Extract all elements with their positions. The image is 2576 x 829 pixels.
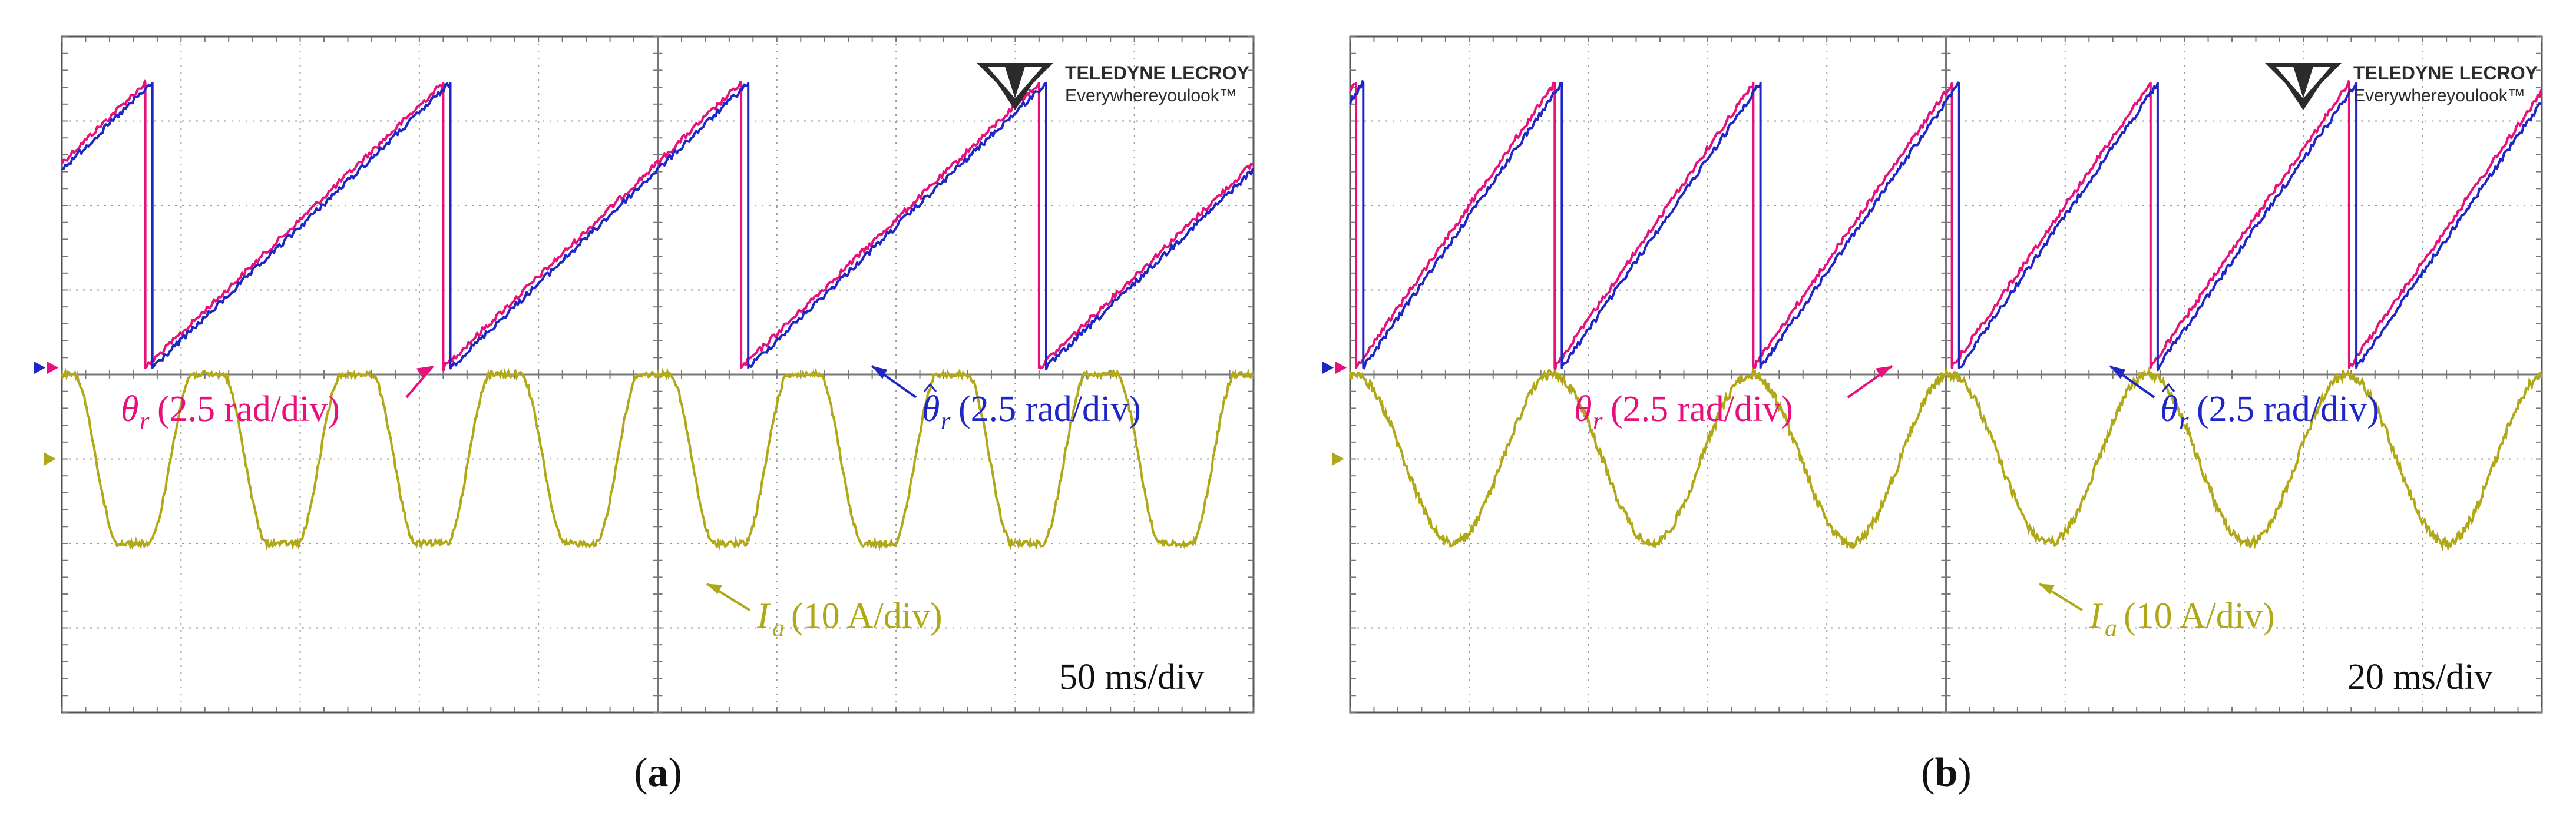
caption-close: ) xyxy=(669,750,682,795)
ia-subscript: a xyxy=(772,615,785,642)
logo-mark-highlight xyxy=(1015,67,1043,98)
ia-symbol: I xyxy=(2089,596,2104,636)
theta-hat-r-label: θ r (2.5 rad/div) xyxy=(2109,365,2379,435)
channel-marker-angle xyxy=(34,361,45,374)
theta-r-trace xyxy=(61,79,1254,372)
theta-hat-r-label: θ r (2.5 rad/div) xyxy=(871,365,1141,435)
channel-marker-current xyxy=(1332,452,1344,466)
logo-brand: TELEDYNE LECROY xyxy=(2353,62,2538,84)
theta-r-subscript: r xyxy=(1593,408,1603,435)
ia-symbol: I xyxy=(756,596,771,636)
theta-r-label: θ r (2.5 rad/div) xyxy=(121,365,434,435)
ia-trace xyxy=(1349,366,2542,552)
ia-scale: (10 A/div) xyxy=(2124,596,2275,636)
theta-hat-r-symbol: θ xyxy=(2160,389,2178,429)
theta-hat-r-subscript: r xyxy=(2179,408,2189,435)
caption-letter: b xyxy=(1935,750,1958,795)
time-base-label: 50 ms/div xyxy=(1059,657,1204,697)
panel-caption: (b) xyxy=(1921,750,1972,795)
theta-r-scale: (2.5 rad/div) xyxy=(157,389,340,429)
theta-hat-r-subscript: r xyxy=(941,408,951,435)
theta-r-arrow xyxy=(405,365,434,399)
hat-accent xyxy=(923,383,937,392)
ia-arrowhead xyxy=(2039,583,2055,595)
theta-r-subscript: r xyxy=(140,408,150,435)
theta-r-symbol: θ xyxy=(121,389,138,429)
channel-marker-angle xyxy=(47,361,58,374)
channel-marker-angle xyxy=(1322,361,1334,374)
theta-hat-r-arrowhead xyxy=(2110,366,2125,379)
theta-hat-r-arrowhead xyxy=(872,366,887,379)
teledyne-lecroy-logo: TELEDYNE LECROY Everywhereyoulook™ xyxy=(2265,62,2538,110)
logo-brand: TELEDYNE LECROY xyxy=(1065,62,1249,84)
logo-mark-highlight xyxy=(2303,67,2331,98)
theta-hat-r-scale: (2.5 rad/div) xyxy=(958,389,1141,429)
caption-open: ( xyxy=(634,750,647,795)
caption-open: ( xyxy=(1921,750,1935,795)
ia-scale: (10 A/div) xyxy=(791,596,943,636)
time-base-label: 20 ms/div xyxy=(2347,657,2492,697)
ia-subscript: a xyxy=(2105,615,2117,642)
theta-hat-r-trace xyxy=(61,81,1254,371)
channel-marker-current xyxy=(44,452,56,466)
theta-hat-r-trace xyxy=(1349,80,2542,372)
logo-tagline: Everywhereyoulook™ xyxy=(2353,86,2525,105)
theta-r-symbol: θ xyxy=(1574,389,1592,429)
ia-arrowhead xyxy=(707,583,722,595)
theta-r-arrowhead xyxy=(416,366,433,378)
theta-r-trace xyxy=(1349,80,2542,371)
channel-marker-angle xyxy=(1335,361,1347,374)
theta-r-scale: (2.5 rad/div) xyxy=(1611,389,1793,429)
theta-hat-r-scale: (2.5 rad/div) xyxy=(2197,389,2379,429)
caption-letter: a xyxy=(648,750,669,795)
theta-r-label: θ r (2.5 rad/div) xyxy=(1574,365,1893,435)
logo-mark-highlight xyxy=(987,67,1015,98)
hat-accent xyxy=(2161,383,2175,392)
logo-mark-highlight xyxy=(2276,67,2303,98)
logo-tagline: Everywhereyoulook™ xyxy=(1065,86,1237,105)
teledyne-lecroy-logo: TELEDYNE LECROY Everywhereyoulook™ xyxy=(977,62,1249,110)
ia-trace xyxy=(61,367,1254,551)
panel-caption: (a) xyxy=(634,750,682,795)
theta-hat-r-symbol: θ xyxy=(922,389,940,429)
theta-r-arrowhead xyxy=(1876,366,1892,378)
caption-close: ) xyxy=(1957,750,1971,795)
